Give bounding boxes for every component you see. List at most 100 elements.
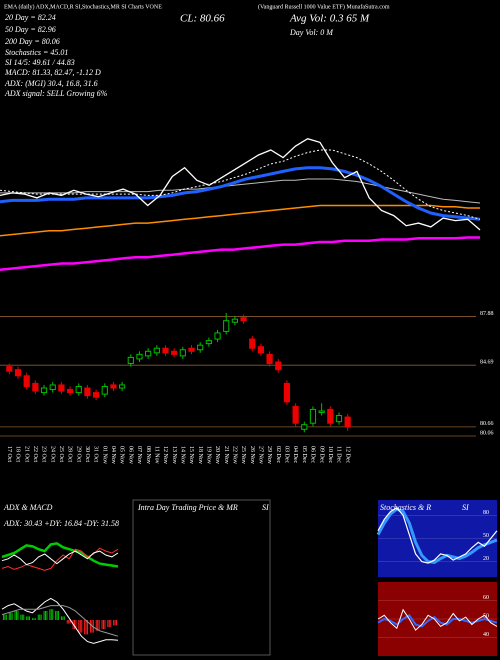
- panel-frame: [132, 499, 271, 656]
- annotation: ADX signal: SELL Growing 6%: [4, 89, 108, 98]
- y-tick-label: 50: [483, 533, 489, 539]
- x-tick-label: 18 Oct: [15, 446, 21, 462]
- candle-body: [49, 384, 56, 391]
- x-tick-label: 14 Nov: [179, 446, 185, 464]
- x-tick-label: 01 Nov: [101, 446, 107, 464]
- x-tick-label: 28 Oct: [67, 446, 73, 462]
- candle-body: [249, 338, 256, 349]
- candle-body: [292, 405, 299, 424]
- panel-title: ADX & MACD: [3, 503, 53, 512]
- candle-body: [145, 350, 152, 357]
- candle-body: [127, 356, 134, 365]
- panel-title: SI: [262, 503, 269, 512]
- x-tick-label: 05 Dec: [301, 446, 307, 463]
- x-tick-label: 15 Nov: [188, 446, 194, 464]
- annotation: SI 14/5: 49.61 / 44.83: [5, 58, 75, 67]
- panel-title: SI: [462, 503, 469, 512]
- x-tick-label: 30 Oct: [84, 446, 90, 462]
- candle-body: [188, 347, 195, 352]
- candle-body: [283, 382, 291, 403]
- series-line: [1, 550, 119, 566]
- y-tick-label: 80.66: [480, 421, 494, 427]
- series-line: [377, 506, 498, 564]
- panel-title: Stochastics & R: [380, 503, 431, 512]
- candle-body: [327, 408, 334, 424]
- series-line: [0, 149, 481, 220]
- y-tick-label: 20: [483, 556, 489, 562]
- candle-body: [101, 385, 108, 395]
- candle-body: [335, 415, 343, 423]
- x-tick-label: 04 Dec: [292, 446, 298, 463]
- x-tick-label: 06 Dec: [310, 446, 316, 463]
- candle-body: [153, 347, 160, 354]
- candle-body: [318, 410, 325, 413]
- candle-body: [92, 392, 100, 398]
- x-tick-label: 11 Dec: [336, 446, 342, 463]
- x-tick-label: 21 Nov: [223, 446, 229, 464]
- candle-body: [275, 361, 282, 371]
- candle-body: [197, 344, 204, 351]
- x-tick-label: 06 Nov: [127, 446, 133, 464]
- x-tick-label: 17 Oct: [6, 446, 12, 462]
- panel-title: Intra Day Trading Price & MR: [137, 503, 238, 512]
- series-line: [377, 613, 498, 628]
- candle-body: [136, 353, 143, 360]
- x-tick-label: 26 Nov: [249, 446, 255, 464]
- x-tick-label: 20 Nov: [214, 446, 220, 464]
- y-tick-label: 40: [483, 632, 489, 638]
- avg-volume: Avg Vol: 0.3 65 M: [289, 13, 370, 25]
- candle-body: [240, 317, 247, 322]
- y-tick-label: 87.88: [480, 311, 494, 317]
- x-tick-label: 08 Nov: [145, 446, 151, 464]
- x-tick-label: 31 Oct: [93, 446, 99, 462]
- candle-body: [266, 353, 273, 365]
- x-tick-label: 29 Oct: [75, 446, 81, 462]
- y-tick-label: 80: [483, 510, 489, 516]
- y-tick-label: 80.06: [480, 430, 494, 436]
- series-line: [1, 605, 119, 637]
- x-tick-label: 29 Nov: [266, 446, 272, 464]
- series-line: [1, 547, 119, 571]
- x-tick-label: 12 Nov: [162, 446, 168, 464]
- x-tick-label: 19 Nov: [205, 446, 211, 464]
- candle-body: [171, 350, 178, 355]
- series-line: [0, 137, 481, 231]
- candle-body: [214, 332, 221, 340]
- series-line: [377, 608, 498, 631]
- candle-body: [119, 384, 126, 389]
- x-tick-label: 07 Nov: [136, 446, 142, 464]
- candle-body: [75, 385, 82, 394]
- candle-body: [23, 375, 30, 387]
- candle-body: [14, 369, 22, 377]
- x-tick-label: 24 Oct: [49, 446, 55, 462]
- x-tick-label: 27 Nov: [258, 446, 264, 464]
- candle-body: [40, 387, 48, 394]
- annotation: ADX: (MGI) 30.4, 16.8, 31.6: [4, 79, 98, 88]
- x-tick-label: 21 Oct: [23, 446, 29, 462]
- x-tick-label: 18 Nov: [197, 446, 203, 464]
- series-line: [0, 236, 480, 272]
- candle-body: [205, 340, 212, 345]
- x-tick-label: 11 Nov: [153, 446, 159, 464]
- candle-body: [66, 389, 74, 394]
- series-line: [0, 204, 480, 237]
- candle-body: [257, 346, 265, 354]
- y-tick-label: 60: [483, 595, 489, 601]
- x-tick-label: 03 Dec: [284, 446, 290, 463]
- chart-subtitle: EMA (daily) ADX,MACD,R SI,Stochastics,MR…: [4, 3, 162, 10]
- annotation: Stochastics = 45.01: [5, 48, 68, 57]
- day-volume: Day Vol: 0 M: [289, 28, 334, 37]
- x-tick-label: 12 Dec: [344, 446, 350, 463]
- candle-body: [231, 318, 238, 323]
- annotation: 50 Day = 82.96: [5, 25, 56, 34]
- close-label: CL: 80.66: [180, 13, 225, 25]
- panel-subtitle: ADX: 30.43 +DY: 16.84 -DY: 31.58: [3, 519, 119, 528]
- candle-body: [223, 320, 230, 332]
- x-tick-label: 25 Oct: [58, 446, 64, 462]
- candle-body: [179, 349, 186, 357]
- candle-body: [162, 347, 169, 354]
- annotation: 20 Day = 82.24: [5, 13, 56, 22]
- x-tick-label: 22 Nov: [232, 446, 238, 464]
